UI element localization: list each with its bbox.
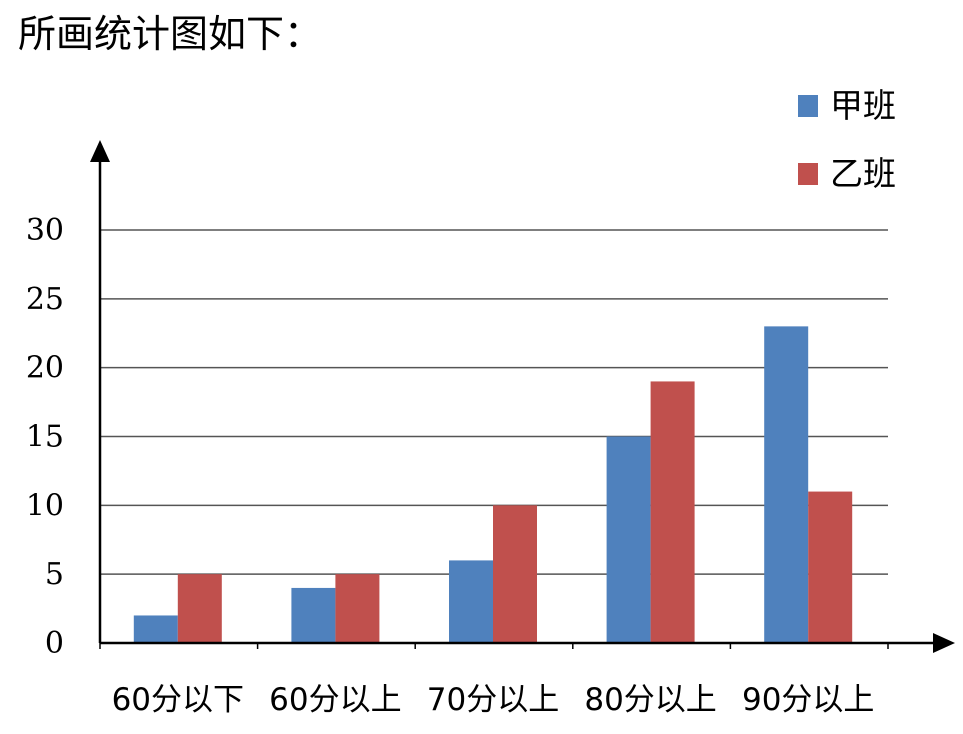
x-tick-label: 60分以上 [269,682,401,718]
y-tick-label: 0 [45,626,64,661]
x-tick-labels: 60分以下 60分以上 70分以上 80分以上 90分以上 [112,682,875,718]
page-heading: 所画统计图如下： [18,12,323,56]
x-tick-label: 90分以上 [742,682,874,718]
bar-series-1 [291,587,336,643]
y-tick-label: 15 [26,420,64,455]
legend-swatch [798,163,818,185]
legend-swatch [798,95,818,117]
x-axis-arrow [933,633,955,653]
y-tick-label: 25 [26,282,64,317]
y-tick-label: 20 [26,351,64,386]
legend-label: 甲班 [830,86,896,125]
y-axis-arrow [90,140,110,162]
x-tick-label: 70分以上 [427,682,559,718]
bar-series-2 [650,381,695,643]
bar-series-2 [177,574,222,643]
y-tick-labels: 0 5 10 15 20 25 30 [26,213,64,661]
bar-series-1 [606,436,651,643]
bar-series [133,326,853,643]
bar-series-2 [808,491,853,643]
legend-label: 乙班 [830,154,896,193]
bar-series-2 [493,505,537,643]
bar-series-1 [449,560,493,643]
bar-series-2 [335,574,380,643]
y-tick-label: 30 [26,213,64,248]
y-tick-label: 10 [26,488,64,523]
y-tick-label: 5 [45,557,64,592]
axes [90,140,955,653]
x-tick-label: 60分以下 [112,682,244,718]
bar-series-1 [133,615,178,643]
x-tick-label: 80分以上 [584,682,716,718]
bar-series-1 [764,326,809,643]
